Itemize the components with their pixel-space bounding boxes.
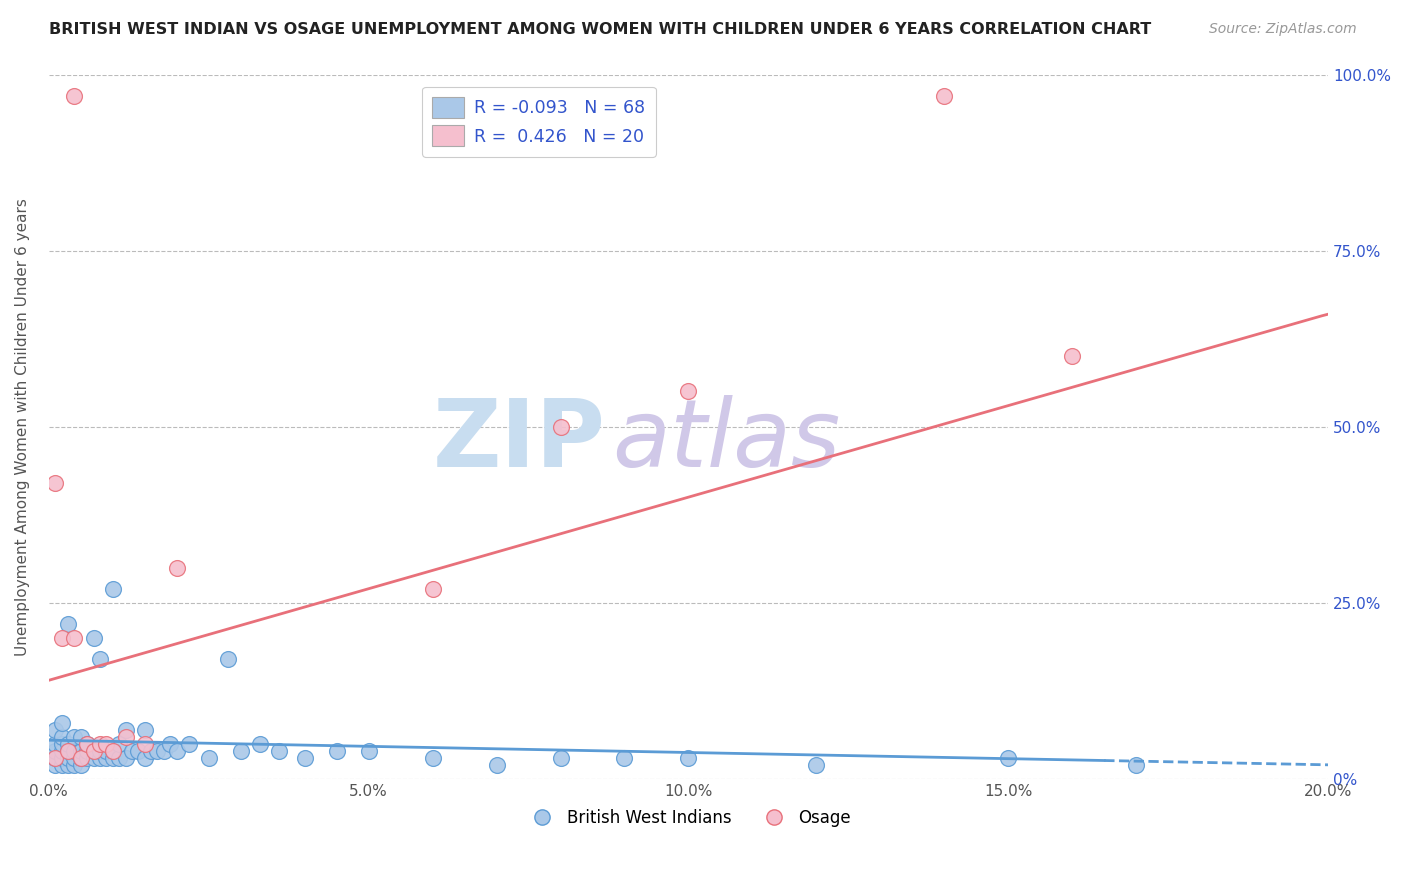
Point [357,744,380,758]
Point [1062,349,1084,363]
Point [121,744,143,758]
Point [997,751,1019,765]
Point [485,757,508,772]
Point [56,751,79,765]
Point [56,616,79,631]
Point [146,744,169,758]
Point [76,744,98,758]
Point [83,744,105,758]
Point [69,744,91,758]
Point [51,757,73,772]
Point [63,751,86,765]
Point [51,744,73,758]
Point [51,751,73,765]
Point [96,751,118,765]
Point [44,751,66,765]
Point [96,744,118,758]
Point [229,744,252,758]
Point [76,751,98,765]
Point [44,751,66,765]
Point [101,751,124,765]
Point [83,751,105,765]
Point [934,88,956,103]
Point [101,744,124,758]
Point [325,744,347,758]
Point [51,730,73,744]
Point [83,631,105,645]
Point [166,560,188,574]
Point [422,582,444,596]
Point [44,737,66,751]
Point [108,737,131,751]
Point [56,757,79,772]
Point [63,744,86,758]
Point [63,631,86,645]
Point [134,723,156,737]
Point [44,744,66,758]
Point [114,730,136,744]
Point [56,744,79,758]
Point [51,631,73,645]
Point [159,737,181,751]
Point [294,751,316,765]
Point [101,582,124,596]
Point [44,476,66,491]
Point [44,757,66,772]
Point [69,751,91,765]
Point [550,751,572,765]
Point [96,737,118,751]
Point [127,744,149,758]
Point [166,744,188,758]
Point [69,730,91,744]
Point [69,757,91,772]
Point [51,737,73,751]
Point [678,384,700,399]
Point [422,751,444,765]
Point [114,751,136,765]
Point [134,737,156,751]
Point [56,737,79,751]
Point [139,744,162,758]
Point [89,737,111,751]
Point [108,751,131,765]
Point [89,751,111,765]
Point [44,723,66,737]
Point [613,751,636,765]
Point [56,744,79,758]
Point [267,744,290,758]
Point [678,751,700,765]
Text: Source: ZipAtlas.com: Source: ZipAtlas.com [1209,22,1357,37]
Point [153,744,176,758]
Point [806,757,828,772]
Point [63,730,86,744]
Point [134,751,156,765]
Text: atlas: atlas [612,395,839,486]
Point [76,737,98,751]
Point [63,88,86,103]
Point [179,737,201,751]
Point [76,737,98,751]
Text: BRITISH WEST INDIAN VS OSAGE UNEMPLOYMENT AMONG WOMEN WITH CHILDREN UNDER 6 YEAR: BRITISH WEST INDIAN VS OSAGE UNEMPLOYMEN… [49,22,1152,37]
Text: ZIP: ZIP [433,395,606,487]
Point [217,652,239,666]
Point [114,723,136,737]
Point [63,757,86,772]
Legend: British West Indians, Osage: British West Indians, Osage [519,803,858,834]
Point [197,751,219,765]
Point [83,744,105,758]
Point [89,744,111,758]
Y-axis label: Unemployment Among Women with Children Under 6 years: Unemployment Among Women with Children U… [15,198,30,656]
Point [101,744,124,758]
Point [89,652,111,666]
Point [550,419,572,434]
Point [1125,757,1147,772]
Point [249,737,271,751]
Point [51,715,73,730]
Point [69,751,91,765]
